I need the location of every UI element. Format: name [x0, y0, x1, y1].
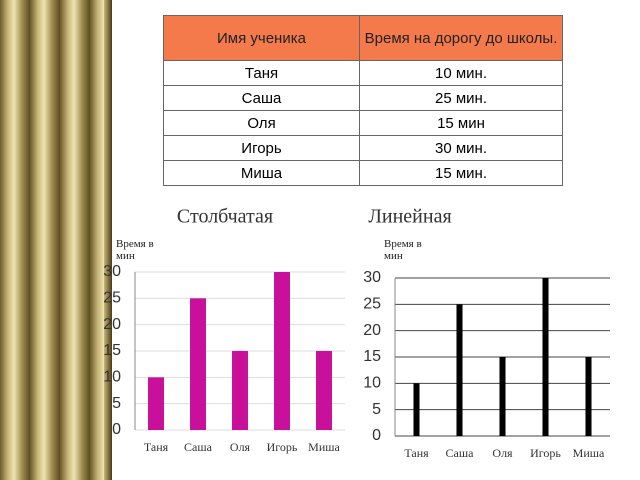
y-tick-label: 30	[103, 263, 121, 280]
x-tick-label: Саша	[446, 446, 475, 460]
data-table: Имя ученика Время на дорогу до школы. Та…	[163, 15, 563, 186]
x-tick-label: Таня	[144, 440, 169, 454]
table-cell: Саша	[163, 85, 360, 111]
y-tick-label: 10	[363, 375, 381, 392]
table-cell: Таня	[163, 60, 360, 86]
bar	[499, 357, 506, 436]
y-tick-label: 15	[103, 342, 121, 359]
y-tick-label: 20	[363, 322, 381, 339]
table-row: Миша 15 мин.	[163, 160, 563, 186]
y-tick-label: 25	[103, 290, 121, 307]
header-cell: Время на дорогу до школы.	[359, 15, 563, 61]
table-cell: Оля	[163, 110, 360, 136]
y-tick-label: 5	[372, 401, 381, 418]
bar	[585, 357, 592, 436]
x-tick-label: Игорь	[530, 446, 561, 460]
x-tick-label: Саша	[184, 440, 213, 454]
y-tick-label: 30	[363, 269, 381, 286]
y-tick-label: 15	[363, 348, 381, 365]
y-tick-label: 10	[103, 369, 121, 386]
bar	[274, 272, 290, 430]
bar	[542, 278, 549, 436]
chart-title: Линейная	[368, 206, 451, 228]
bar	[316, 351, 332, 430]
x-tick-label: Оля	[230, 440, 251, 454]
table-cell: 10 мин.	[359, 60, 563, 86]
y-axis-label: Время в мин	[384, 238, 422, 262]
chart-title: Столбчатая	[177, 206, 273, 228]
x-tick-label: Таня	[404, 446, 429, 460]
table-row: Оля 15 мин	[163, 110, 563, 136]
header-cell: Имя ученика	[163, 15, 360, 61]
bar	[148, 377, 164, 430]
y-tick-label: 25	[363, 296, 381, 313]
y-axis-label: Время в мин	[116, 238, 154, 262]
table-row: Таня 10 мин.	[163, 60, 563, 86]
header-row: Имя ученика Время на дорогу до школы.	[163, 15, 563, 61]
y-tick-label: 20	[103, 316, 121, 333]
table-cell: 25 мин.	[359, 85, 563, 111]
x-tick-label: Игорь	[267, 440, 298, 454]
y-tick-label: 0	[112, 421, 121, 438]
y-tick-label: 0	[372, 427, 381, 444]
table-cell: 15 мин.	[359, 160, 563, 186]
bar	[232, 351, 248, 430]
x-tick-label: Миша	[308, 440, 340, 454]
x-tick-label: Оля	[492, 446, 513, 460]
table-cell: Миша	[163, 160, 360, 186]
x-tick-label: Миша	[573, 446, 605, 460]
y-tick-label: 5	[112, 395, 121, 412]
table-row: Саша 25 мин.	[163, 85, 563, 111]
curtain-decoration	[0, 0, 112, 480]
bar	[456, 304, 463, 436]
bar	[190, 298, 206, 430]
bar	[413, 383, 420, 436]
